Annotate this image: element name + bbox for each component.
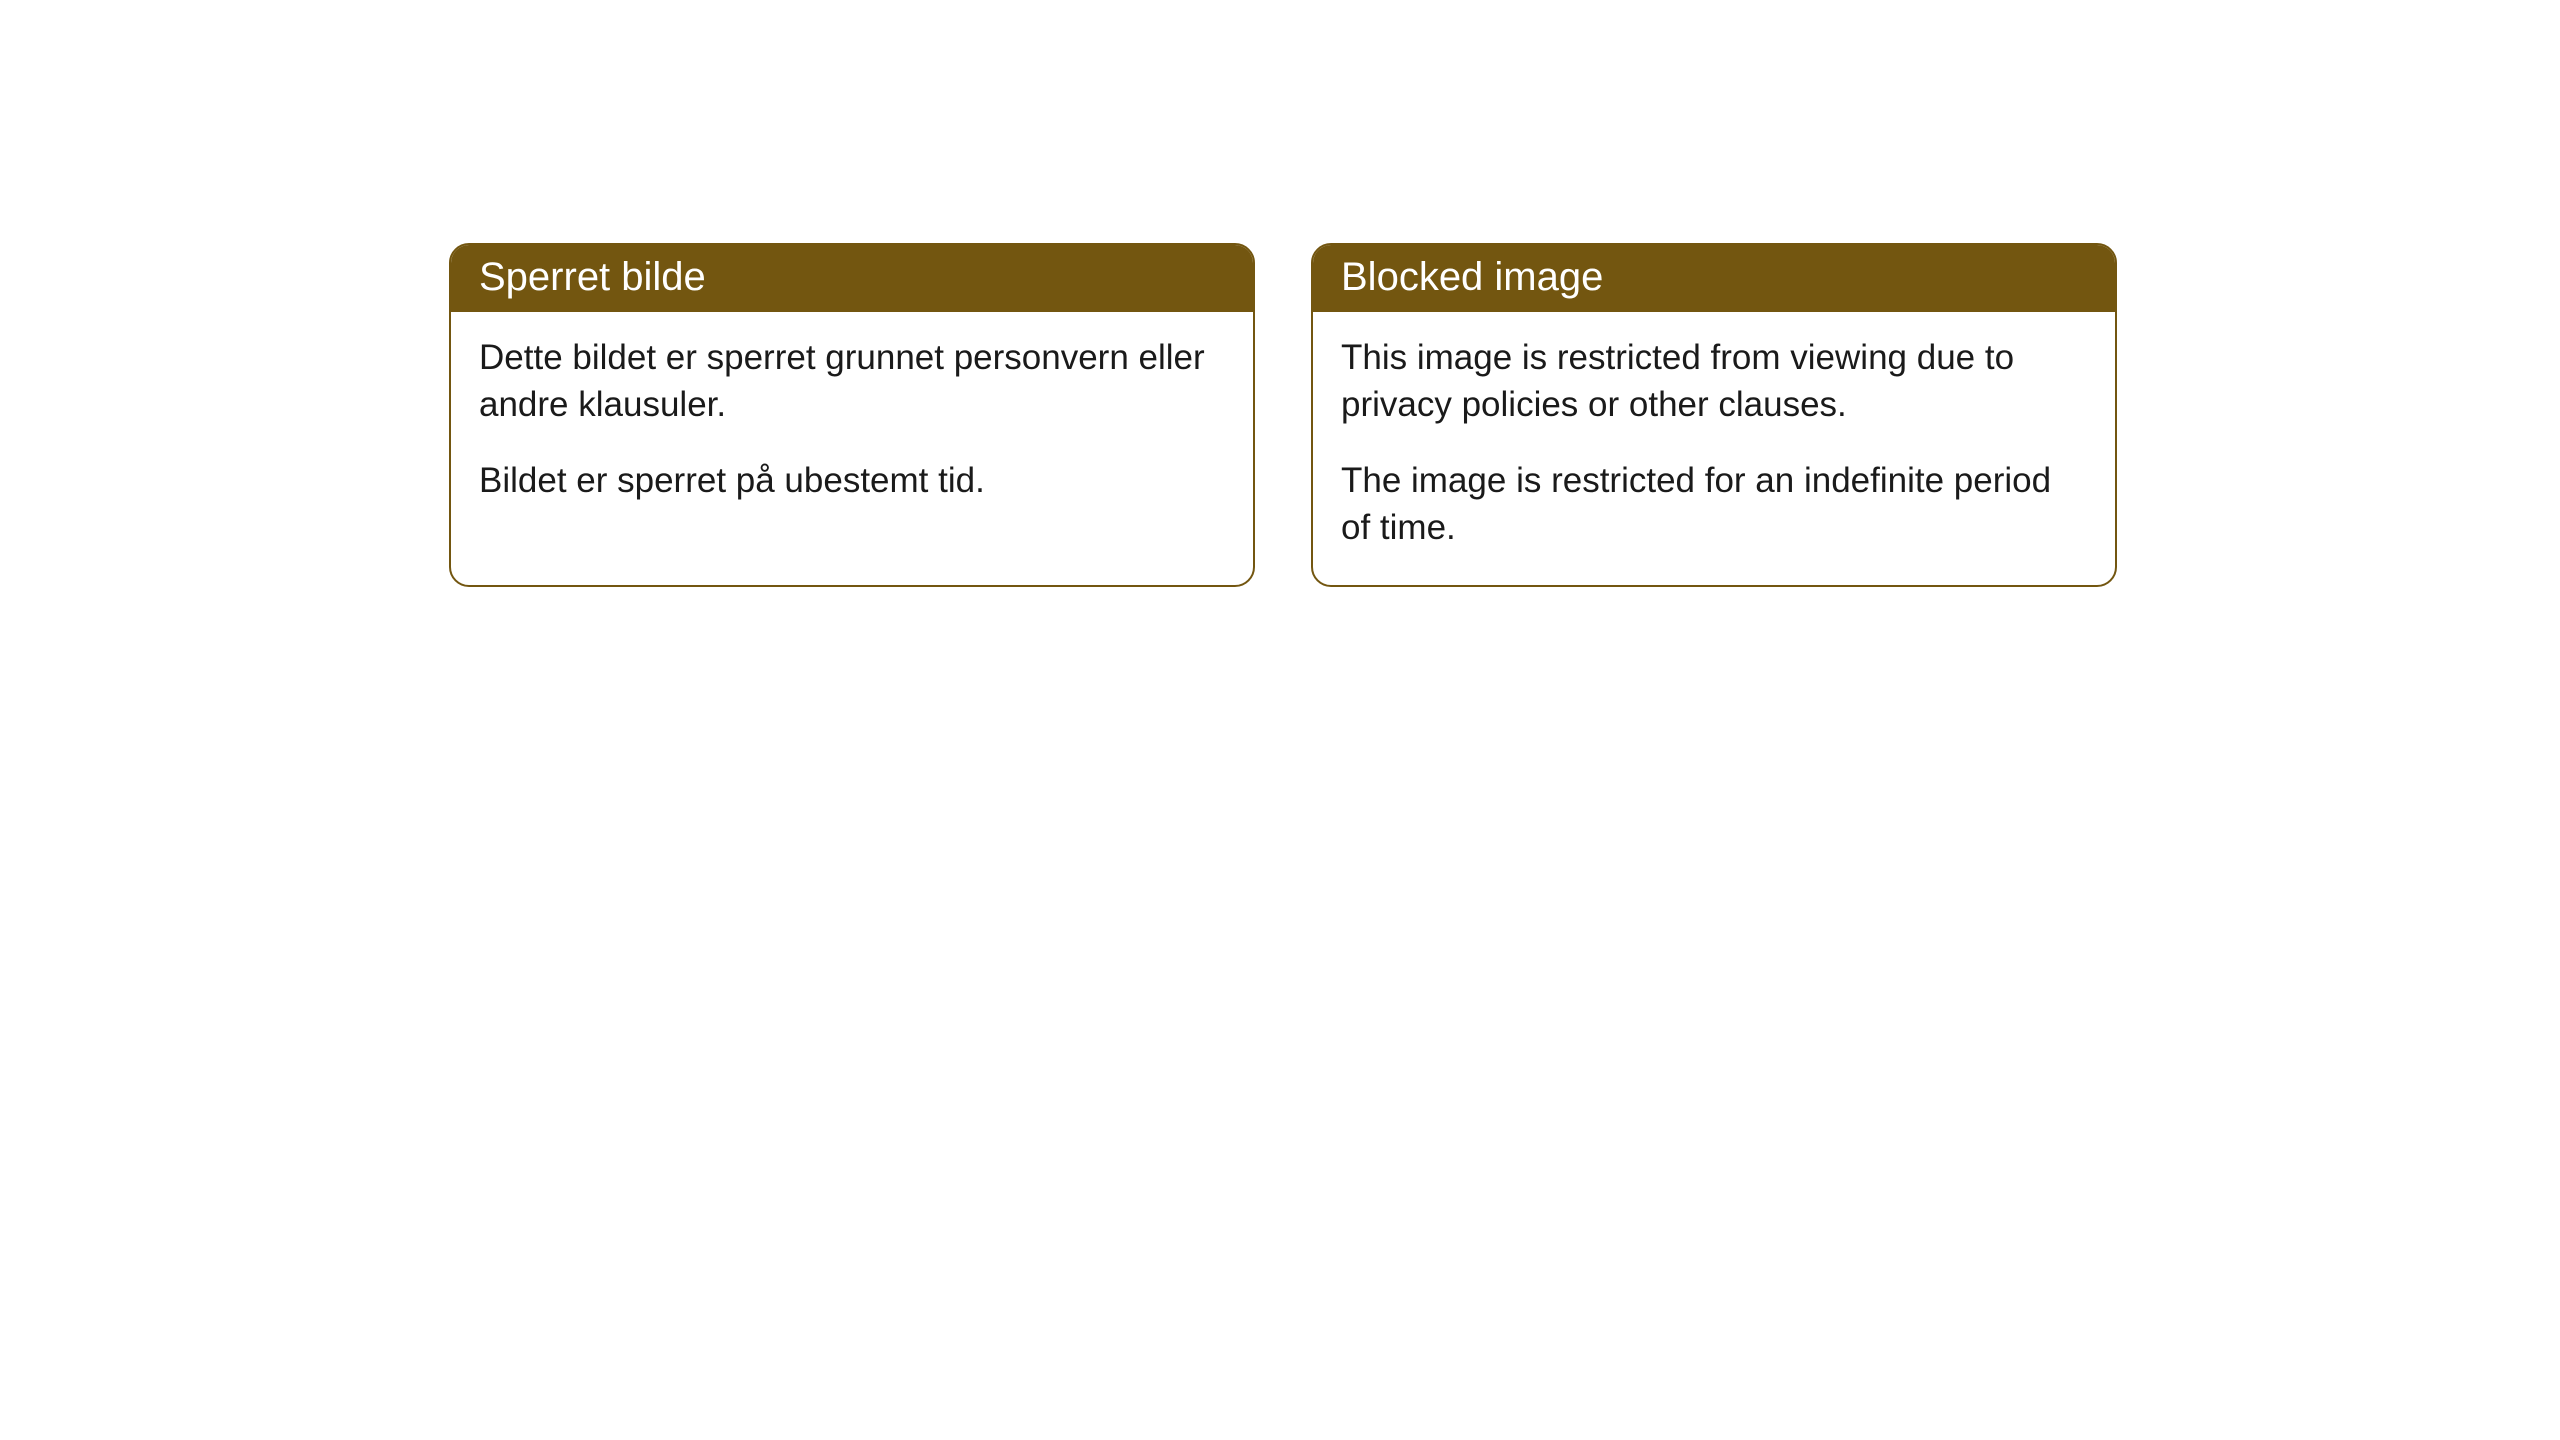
card-header: Sperret bilde: [451, 245, 1253, 312]
notice-container: Sperret bilde Dette bildet er sperret gr…: [449, 243, 2117, 587]
notice-card-english: Blocked image This image is restricted f…: [1311, 243, 2117, 587]
notice-paragraph: The image is restricted for an indefinit…: [1341, 457, 2087, 552]
notice-paragraph: Dette bildet er sperret grunnet personve…: [479, 334, 1225, 429]
card-header: Blocked image: [1313, 245, 2115, 312]
card-body: This image is restricted from viewing du…: [1313, 312, 2115, 585]
notice-card-norwegian: Sperret bilde Dette bildet er sperret gr…: [449, 243, 1255, 587]
notice-paragraph: This image is restricted from viewing du…: [1341, 334, 2087, 429]
notice-paragraph: Bildet er sperret på ubestemt tid.: [479, 457, 1225, 504]
card-body: Dette bildet er sperret grunnet personve…: [451, 312, 1253, 538]
